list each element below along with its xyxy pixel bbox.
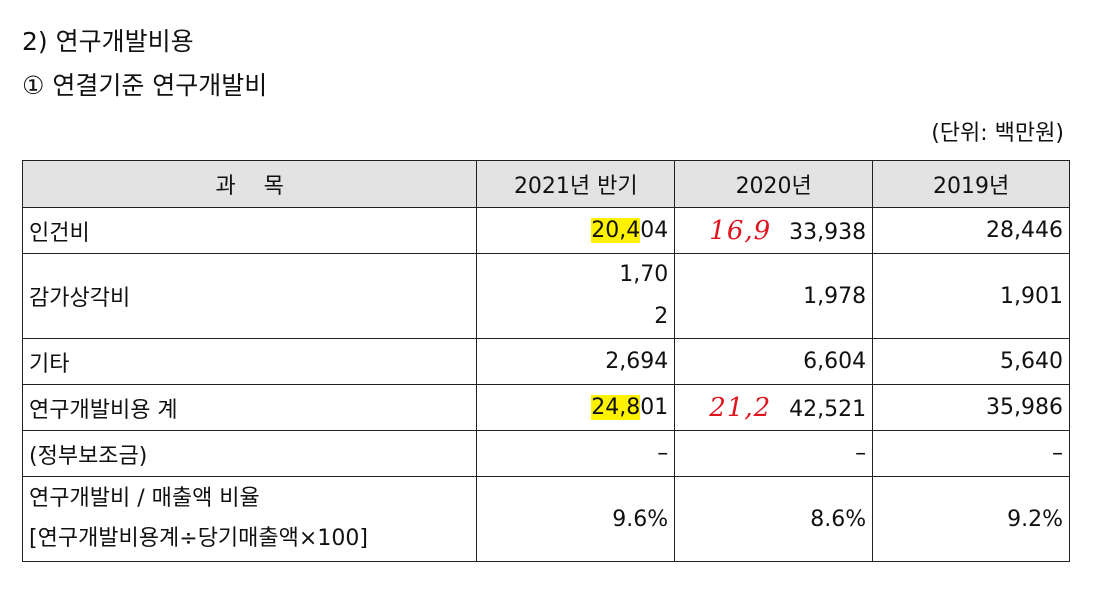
cell-2020: 1,978 <box>674 253 874 339</box>
row-label: 연구개발비용 계 <box>21 384 478 431</box>
cell-2019: 9.2% <box>872 476 1070 562</box>
header-item: 과 목 <box>21 160 478 208</box>
value-line-2: 2 <box>654 304 669 329</box>
value: 33,938 <box>789 219 867 245</box>
row-label: 감가상각비 <box>21 253 478 339</box>
cell-2019: 1,901 <box>872 253 1070 339</box>
header-2021-half: 2021년 반기 <box>476 160 676 208</box>
cell-2020: 6,604 <box>674 338 874 385</box>
table-row: 인건비 20,404 16,9 33,938 28,446 <box>21 207 1070 254</box>
label-line-1: 연구개발비 / 매출액 비율 <box>29 486 260 511</box>
value: 42,521 <box>789 396 867 422</box>
cell-2019: 35,986 <box>872 384 1070 431</box>
value-suffix: 04 <box>640 218 669 243</box>
cell-2021-half: 24,801 <box>476 384 676 431</box>
table-row: 감가상각비 1,70 2 1,978 1,901 <box>21 253 1070 339</box>
section-subheading: ① 연결기준 연구개발비 <box>22 71 268 100</box>
cell-2020: 8.6% <box>674 476 874 562</box>
table-row: 기타 2,694 6,604 5,640 <box>21 338 1070 385</box>
handwritten-annotation: 16,9 <box>709 215 772 246</box>
section-heading: 2) 연구개발비용 <box>22 27 194 56</box>
table-row: 연구개발비 / 매출액 비율 [연구개발비용계÷당기매출액×100] 9.6% 8… <box>21 476 1070 562</box>
header-2019: 2019년 <box>872 160 1070 208</box>
cell-2021-half: – <box>476 430 676 477</box>
header-2020: 2020년 <box>674 160 874 208</box>
rd-expense-table: 과 목 2021년 반기 2020년 2019년 인건비 20,404 16,9… <box>21 160 1070 562</box>
cell-2020: 16,9 33,938 <box>674 207 874 254</box>
row-label: 연구개발비 / 매출액 비율 [연구개발비용계÷당기매출액×100] <box>21 476 478 562</box>
row-label: 인건비 <box>21 207 478 254</box>
highlighted-value: 20,4 <box>591 218 641 243</box>
highlighted-value: 24,8 <box>591 395 641 420</box>
cell-2021-half: 20,404 <box>476 207 676 254</box>
value-suffix: 01 <box>640 395 669 420</box>
row-label: 기타 <box>21 338 478 385</box>
cell-2021-half: 1,70 2 <box>476 253 676 339</box>
label-line-2: [연구개발비용계÷당기매출액×100] <box>29 526 368 551</box>
cell-2020: 21,2 42,521 <box>674 384 874 431</box>
unit-label: (단위: 백만원) <box>931 121 1064 146</box>
table-header-row: 과 목 2021년 반기 2020년 2019년 <box>21 160 1070 208</box>
row-label: (정부보조금) <box>21 430 478 477</box>
value-line-1: 1,70 <box>619 262 669 287</box>
cell-2021-half: 9.6% <box>476 476 676 562</box>
cell-2020: – <box>674 430 874 477</box>
table-row: 연구개발비용 계 24,801 21,2 42,521 35,986 <box>21 384 1070 431</box>
cell-2019: 5,640 <box>872 338 1070 385</box>
handwritten-annotation: 21,2 <box>709 392 772 423</box>
cell-2021-half: 2,694 <box>476 338 676 385</box>
cell-2019: 28,446 <box>872 207 1070 254</box>
cell-2019: – <box>872 430 1070 477</box>
table-row: (정부보조금) – – – <box>21 430 1070 477</box>
